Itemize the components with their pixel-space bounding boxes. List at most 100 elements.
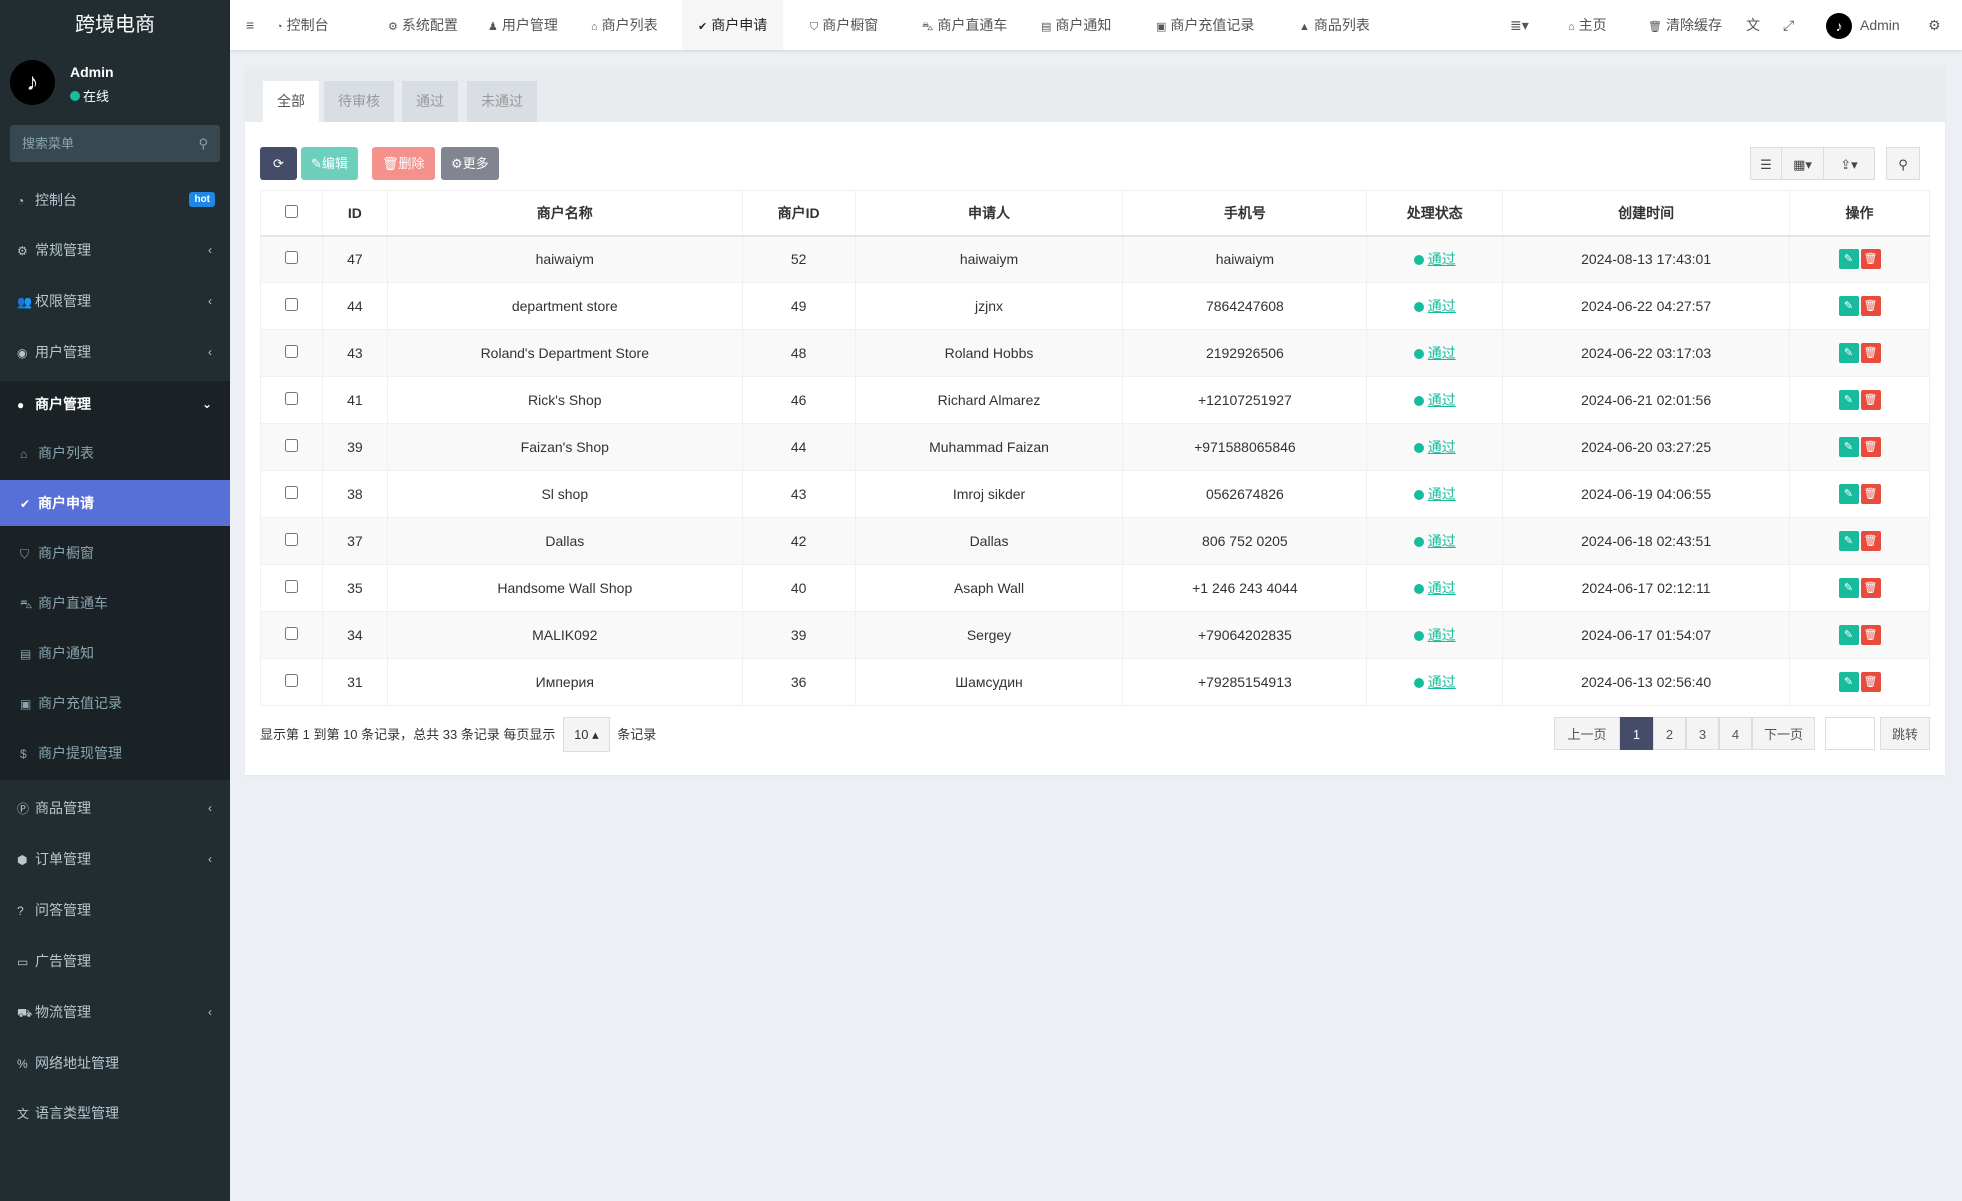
row-checkbox[interactable] (284, 533, 298, 546)
more-button[interactable]: ⚙更多 (441, 147, 499, 180)
row-delete-button[interactable]: 🗑 (1860, 296, 1881, 316)
sidebar-subitem-4[interactable]: ▤ 商户通知 (0, 630, 230, 676)
toggle-view-button[interactable]: ☰ (1750, 147, 1782, 180)
nav-tab-3[interactable]: ⌂ 商户列表 (575, 0, 674, 50)
delete-button[interactable]: 🗑删除 (372, 147, 435, 180)
prev-page-button[interactable]: 上一页 (1554, 717, 1620, 750)
tab-approved[interactable]: 通过 (402, 81, 458, 122)
status-link[interactable]: 通过 (1427, 486, 1456, 502)
row-edit-button[interactable]: ✎ (1838, 296, 1859, 316)
admin-menu[interactable]: ♪ Admin (1818, 0, 1908, 50)
sidebar-item-10[interactable]: % 网络地址管理 (0, 1040, 230, 1086)
menu-search-input[interactable]: 搜索菜单 ⚲ (10, 125, 220, 162)
page-4-button[interactable]: 4 (1719, 717, 1752, 750)
row-edit-button[interactable]: ✎ (1838, 625, 1859, 645)
row-delete-button[interactable]: 🗑 (1860, 437, 1881, 457)
row-checkbox[interactable] (284, 674, 298, 687)
export-button[interactable]: ⇪▾ (1823, 147, 1875, 180)
translate-icon[interactable]: 文 (1746, 17, 1760, 33)
nav-tab-2[interactable]: ♟ 用户管理 (472, 0, 574, 50)
sidebar-item-8[interactable]: ▭ 广告管理 (0, 938, 230, 984)
clear-cache-button[interactable]: 🗑 清除缓存 (1640, 0, 1730, 50)
status-link[interactable]: 通过 (1427, 251, 1456, 268)
sidebar-item-9[interactable]: ⛟ 物流管理 ‹ (0, 989, 230, 1035)
next-page-button[interactable]: 下一页 (1752, 717, 1815, 750)
refresh-button[interactable]: ⟳ (260, 147, 297, 180)
sidebar-subitem-1[interactable]: ✔ 商户申请 (0, 480, 230, 526)
status-link[interactable]: 通过 (1427, 298, 1456, 314)
sidebar-item-7[interactable]: ? 问答管理 (0, 887, 230, 933)
nav-tab-0[interactable]: ◔ 控制台 (260, 0, 345, 50)
nav-tab-8[interactable]: ▣ 商户充值记录 (1140, 0, 1270, 50)
sidebar-item-6[interactable]: ⬢ 订单管理 ‹ (0, 836, 230, 882)
sidebar-subitem-0[interactable]: ⌂ 商户列表 (0, 430, 230, 476)
row-checkbox[interactable] (284, 392, 298, 405)
status-link[interactable]: 通过 (1427, 439, 1456, 455)
page-size-select[interactable]: 10 ▴ (563, 717, 610, 752)
sidebar-subitem-5[interactable]: ▣ 商户充值记录 (0, 680, 230, 726)
settings-icon[interactable]: ⚙ (1928, 17, 1941, 33)
row-edit-button[interactable]: ✎ (1838, 531, 1859, 551)
row-delete-button[interactable]: 🗑 (1860, 484, 1881, 504)
row-delete-button[interactable]: 🗑 (1860, 672, 1881, 692)
tab-all[interactable]: 全部 (263, 81, 319, 122)
status-link[interactable]: 通过 (1427, 345, 1456, 361)
row-checkbox[interactable] (284, 627, 298, 640)
row-edit-button[interactable]: ✎ (1838, 437, 1859, 457)
page-1-button[interactable]: 1 (1620, 717, 1653, 750)
select-all-checkbox[interactable] (284, 204, 298, 218)
row-delete-button[interactable]: 🗑 (1860, 625, 1881, 645)
row-delete-button[interactable]: 🗑 (1860, 390, 1881, 410)
row-edit-button[interactable]: ✎ (1838, 343, 1859, 363)
status-link[interactable]: 通过 (1427, 580, 1456, 596)
nav-tab-9[interactable]: ▲ 商品列表 (1283, 0, 1386, 50)
nav-tab-5[interactable]: ⛉ 商户橱窗 (794, 0, 894, 50)
row-edit-button[interactable]: ✎ (1838, 390, 1859, 410)
nav-tab-6[interactable]: ⛍ 商户直通车 (906, 0, 1023, 50)
sidebar-item-11[interactable]: 文语言类型管理 (0, 1090, 230, 1136)
row-edit-button[interactable]: ✎ (1838, 578, 1859, 598)
row-edit-button[interactable]: ✎ (1838, 484, 1859, 504)
sidebar-subitem-3[interactable]: ⛍ 商户直通车 (0, 580, 230, 626)
tab-rejected[interactable]: 未通过 (467, 81, 537, 122)
status-link[interactable]: 通过 (1427, 392, 1456, 408)
status-link[interactable]: 通过 (1427, 674, 1456, 690)
row-delete-button[interactable]: 🗑 (1860, 578, 1881, 598)
search-toggle-button[interactable]: ⚲ (1886, 147, 1920, 180)
sidebar-item-1[interactable]: ⚙ 常规管理 ‹ (0, 227, 230, 273)
columns-button[interactable]: ▦▾ (1781, 147, 1824, 180)
tab-pending[interactable]: 待审核 (324, 81, 394, 122)
row-checkbox[interactable] (284, 251, 298, 265)
nav-tab-4[interactable]: ✔ 商户申请 (682, 0, 784, 50)
nav-tab-7[interactable]: ▤ 商户通知 (1025, 0, 1127, 50)
jump-page-input[interactable] (1825, 717, 1875, 750)
sidebar-item-2[interactable]: 👥 权限管理 ‹ (0, 278, 230, 324)
row-delete-button[interactable]: 🗑 (1860, 343, 1881, 363)
row-checkbox[interactable] (284, 439, 298, 452)
edit-button[interactable]: ✎编辑 (301, 147, 358, 180)
menu-dropdown-icon[interactable]: ≣▾ (1510, 17, 1529, 33)
sidebar-item-5[interactable]: Ⓟ 商品管理 ‹ (0, 785, 230, 831)
sidebar-subitem-2[interactable]: ⛉ 商户橱窗 (0, 530, 230, 576)
page-2-button[interactable]: 2 (1653, 717, 1686, 750)
sidebar-subitem-6[interactable]: $ 商户提现管理 (0, 730, 230, 776)
sidebar-item-3[interactable]: ◉ 用户管理 ‹ (0, 329, 230, 375)
row-checkbox[interactable] (284, 580, 298, 593)
row-checkbox[interactable] (284, 298, 298, 311)
hamburger-icon[interactable]: ≡ (246, 17, 255, 33)
fullscreen-icon[interactable]: ⤢ (1783, 17, 1795, 33)
row-delete-button[interactable]: 🗑 (1860, 249, 1881, 270)
status-link[interactable]: 通过 (1427, 533, 1456, 549)
status-link[interactable]: 通过 (1427, 627, 1456, 643)
row-edit-button[interactable]: ✎ (1838, 672, 1859, 692)
jump-button[interactable]: 跳转 (1880, 717, 1930, 750)
nav-tab-1[interactable]: ⚙ 系统配置 (372, 0, 474, 50)
row-delete-button[interactable]: 🗑 (1860, 531, 1881, 551)
row-checkbox[interactable] (284, 486, 298, 499)
sidebar-item-0[interactable]: ◔ 控制台 hot (0, 177, 230, 223)
row-edit-button[interactable]: ✎ (1838, 249, 1859, 270)
sidebar-item-4[interactable]: ● 商户管理 ⌄ (0, 381, 230, 427)
page-3-button[interactable]: 3 (1686, 717, 1719, 750)
row-checkbox[interactable] (284, 345, 298, 358)
home-link[interactable]: ⌂ 主页 (1560, 0, 1615, 50)
